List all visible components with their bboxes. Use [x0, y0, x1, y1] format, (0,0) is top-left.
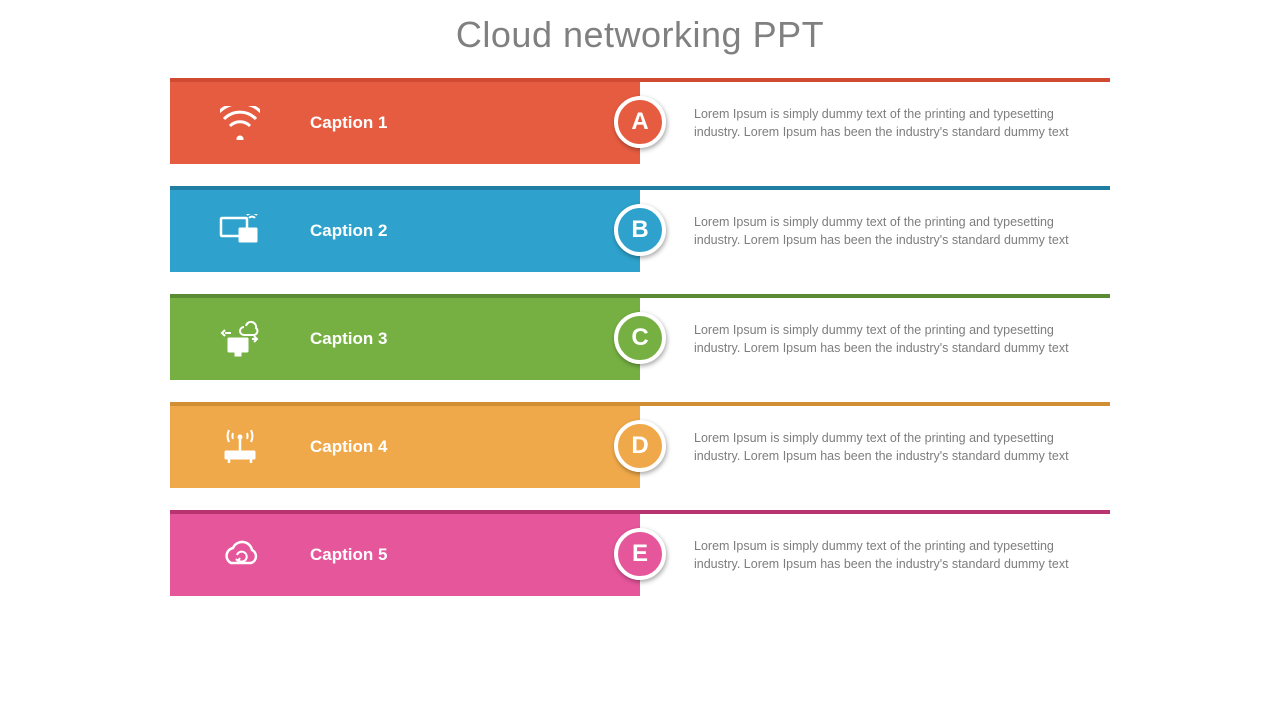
row-a: Caption 1 Lorem Ipsum is simply dummy te… — [170, 78, 1110, 164]
row-caption: Caption 3 — [310, 329, 387, 349]
row-description: Lorem Ipsum is simply dummy text of the … — [694, 429, 1092, 465]
row-right-panel: Lorem Ipsum is simply dummy text of the … — [640, 514, 1110, 596]
row-left-panel: Caption 5 — [170, 514, 640, 596]
row-caption: Caption 2 — [310, 221, 387, 241]
row-d: Caption 4 Lorem Ipsum is simply dummy te… — [170, 402, 1110, 488]
row-badge-letter: B — [631, 216, 648, 244]
row-badge-letter: C — [631, 324, 648, 352]
row-badge: E — [614, 528, 666, 580]
row-e: Caption 5 Lorem Ipsum is simply dummy te… — [170, 510, 1110, 596]
row-badge-letter: A — [631, 108, 648, 136]
row-description: Lorem Ipsum is simply dummy text of the … — [694, 213, 1092, 249]
row-right-panel: Lorem Ipsum is simply dummy text of the … — [640, 190, 1110, 272]
row-description: Lorem Ipsum is simply dummy text of the … — [694, 321, 1092, 357]
row-c: Caption 3 Lorem Ipsum is simply dummy te… — [170, 294, 1110, 380]
row-badge: C — [614, 312, 666, 364]
row-description: Lorem Ipsum is simply dummy text of the … — [694, 537, 1092, 573]
row-right-panel: Lorem Ipsum is simply dummy text of the … — [640, 82, 1110, 164]
rows-container: Caption 1 Lorem Ipsum is simply dummy te… — [170, 78, 1110, 596]
devices-icon — [170, 214, 310, 248]
row-description: Lorem Ipsum is simply dummy text of the … — [694, 105, 1092, 141]
row-left-panel: Caption 2 — [170, 190, 640, 272]
row-caption: Caption 4 — [310, 437, 387, 457]
row-badge: B — [614, 204, 666, 256]
row-badge: A — [614, 96, 666, 148]
row-left-panel: Caption 4 — [170, 406, 640, 488]
row-right-panel: Lorem Ipsum is simply dummy text of the … — [640, 406, 1110, 488]
row-caption: Caption 1 — [310, 113, 387, 133]
row-b: Caption 2 Lorem Ipsum is simply dummy te… — [170, 186, 1110, 272]
wifi-icon — [170, 106, 310, 140]
cloud-sync-icon — [170, 320, 310, 358]
row-badge-letter: E — [632, 540, 648, 568]
row-right-panel: Lorem Ipsum is simply dummy text of the … — [640, 298, 1110, 380]
row-badge: D — [614, 420, 666, 472]
row-caption: Caption 5 — [310, 545, 387, 565]
row-left-panel: Caption 1 — [170, 82, 640, 164]
page-title: Cloud networking PPT — [0, 0, 1280, 78]
row-left-panel: Caption 3 — [170, 298, 640, 380]
cloud-refresh-icon — [170, 539, 310, 571]
router-icon — [170, 429, 310, 465]
row-badge-letter: D — [631, 432, 648, 460]
